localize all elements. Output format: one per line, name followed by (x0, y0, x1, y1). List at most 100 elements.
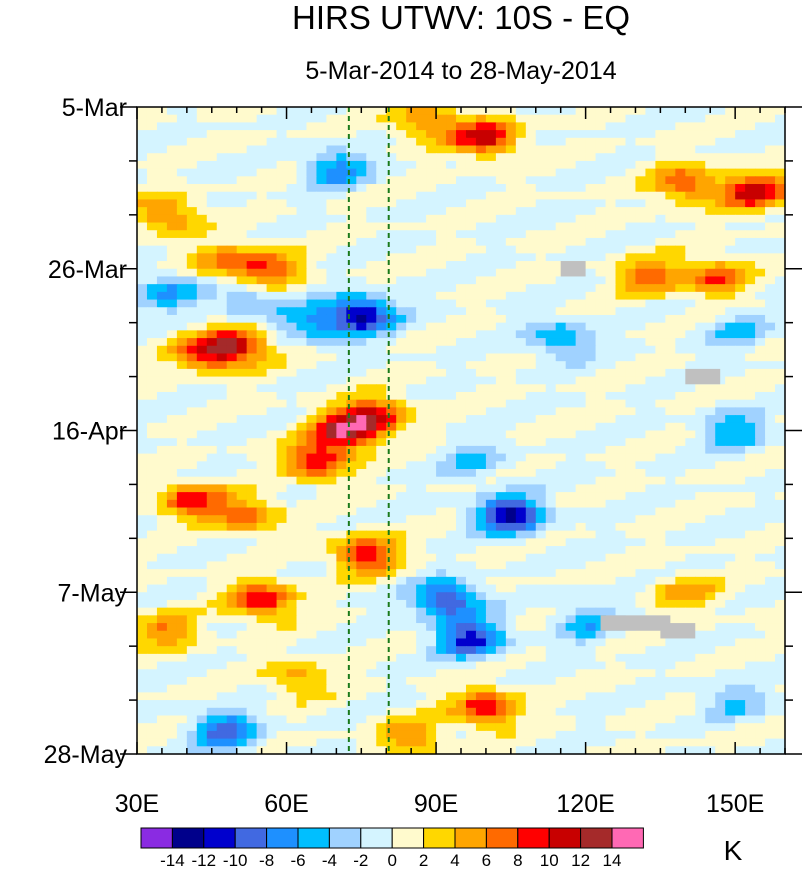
heatmap-cell (356, 615, 367, 624)
heatmap-cell (665, 469, 676, 478)
heatmap-cell (515, 253, 527, 262)
heatmap-cell (745, 145, 756, 154)
heatmap-cell (735, 114, 746, 123)
heatmap-cell (166, 130, 178, 139)
heatmap-cell (545, 261, 557, 270)
heatmap-cell (575, 607, 587, 616)
heatmap-cell (615, 484, 627, 493)
heatmap-cell (535, 391, 547, 401)
heatmap-cell (456, 391, 467, 401)
heatmap-cell (575, 307, 587, 316)
heatmap-cell (206, 230, 218, 239)
heatmap-cell (426, 291, 437, 301)
heatmap-cell (585, 137, 597, 147)
heatmap-cell (246, 584, 258, 593)
heatmap-cell (386, 484, 397, 493)
heatmap-cell (356, 322, 367, 331)
heatmap-cell (725, 191, 736, 201)
heatmap-cell (256, 361, 268, 370)
heatmap-cell (416, 268, 427, 278)
heatmap-cell (475, 253, 487, 262)
heatmap-cell (535, 284, 547, 293)
heatmap-cell (495, 261, 507, 270)
heatmap-cell (137, 599, 148, 609)
heatmap-cell (306, 676, 318, 686)
heatmap-cell (137, 546, 148, 555)
heatmap-cell (595, 107, 607, 116)
heatmap-cell (296, 245, 308, 254)
heatmap-cell (505, 268, 517, 278)
heatmap-cell (336, 607, 347, 616)
heatmap-cell (396, 422, 407, 432)
heatmap-cell (685, 384, 696, 393)
heatmap-cell (166, 160, 178, 170)
heatmap-cell (326, 299, 337, 308)
heatmap-cell (396, 230, 407, 239)
heatmap-cell (376, 245, 387, 254)
heatmap-cell (366, 330, 377, 339)
heatmap-cell (146, 237, 158, 247)
heatmap-cell (495, 476, 507, 486)
heatmap-cell (166, 307, 178, 316)
heatmap-cell (446, 261, 457, 270)
heatmap-cell (505, 353, 517, 362)
heatmap-cell (166, 222, 178, 231)
heatmap-cell (615, 538, 627, 547)
heatmap-cell (585, 576, 597, 586)
heatmap-cell (386, 461, 397, 470)
heatmap-cell (226, 376, 238, 385)
heatmap-cell (585, 153, 597, 162)
heatmap-cell (565, 191, 577, 201)
heatmap-cell (565, 345, 577, 355)
heatmap-cell (645, 669, 656, 678)
heatmap-cell (436, 345, 447, 355)
heatmap-cell (525, 615, 537, 624)
heatmap-cell (565, 445, 577, 455)
heatmap-cell (236, 661, 248, 670)
heatmap-cell (186, 438, 198, 447)
heatmap-cell (316, 107, 328, 116)
heatmap-cell (625, 422, 637, 432)
heatmap-cell (256, 646, 268, 655)
heatmap-cell (196, 592, 208, 601)
heatmap-cell (416, 199, 427, 208)
heatmap-cell (765, 615, 776, 624)
heatmap-cell (336, 322, 347, 331)
heatmap-cell (156, 492, 168, 501)
heatmap-cell (446, 184, 457, 193)
heatmap-cell (426, 276, 437, 285)
heatmap-cell (276, 276, 288, 285)
heatmap-cell (745, 422, 756, 432)
heatmap-cell (585, 130, 597, 139)
heatmap-cell (645, 314, 656, 324)
heatmap-cell (585, 538, 597, 547)
heatmap-cell (326, 461, 337, 470)
heatmap-cell (615, 546, 627, 555)
heatmap-cell (695, 160, 706, 170)
heatmap-cell (575, 638, 587, 647)
heatmap-cell (675, 253, 686, 262)
heatmap-cell (406, 492, 417, 501)
heatmap-cell (456, 422, 467, 432)
heatmap-cell (406, 522, 417, 532)
heatmap-cell (715, 561, 726, 570)
heatmap-cell (137, 384, 148, 393)
heatmap-cell (336, 407, 347, 416)
heatmap-cell (565, 522, 577, 532)
heatmap-cell (346, 607, 357, 616)
heatmap-cell (386, 391, 397, 401)
heatmap-cell (386, 445, 397, 455)
heatmap-cell (266, 245, 278, 254)
heatmap-cell (735, 330, 746, 339)
heatmap-cell (326, 353, 337, 362)
heatmap-cell (685, 561, 696, 570)
heatmap-cell (605, 299, 617, 308)
heatmap-cell (685, 276, 696, 285)
heatmap-cell (256, 330, 268, 339)
heatmap-cell (695, 237, 706, 247)
heatmap-cell (226, 176, 238, 185)
heatmap-cell (465, 476, 477, 486)
heatmap-cell (226, 361, 238, 370)
heatmap-cell (296, 168, 308, 177)
heatmap-cell (336, 469, 347, 478)
